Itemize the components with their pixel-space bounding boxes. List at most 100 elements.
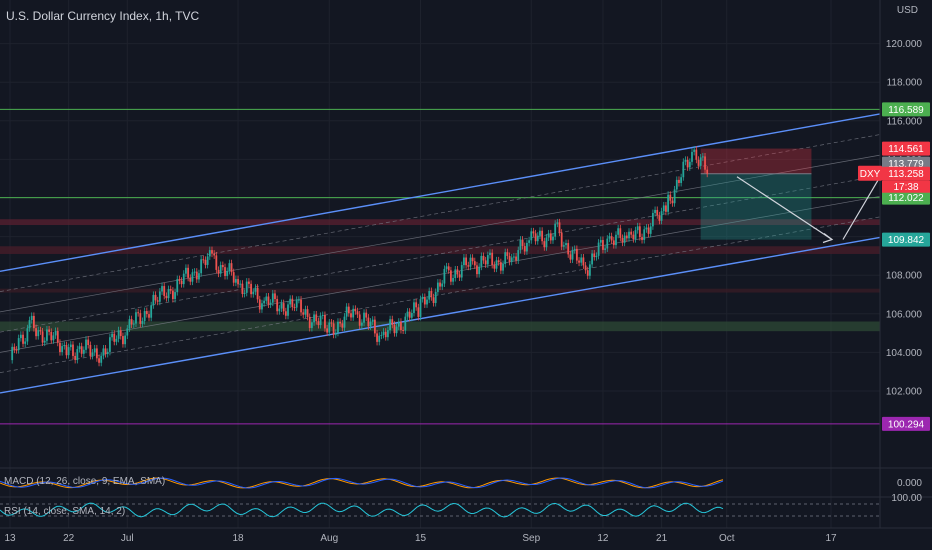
candle-body xyxy=(645,227,648,230)
candle-body xyxy=(154,294,157,301)
candle-body xyxy=(391,319,394,325)
candle-body xyxy=(174,292,176,300)
candle-body xyxy=(656,209,659,216)
candle-body xyxy=(26,328,29,342)
candle-body xyxy=(13,346,16,350)
candle-body xyxy=(651,212,654,227)
candle-body xyxy=(397,321,400,327)
x-tick-label: 21 xyxy=(656,533,668,544)
candle-body xyxy=(447,266,450,271)
candle-body xyxy=(93,348,96,353)
candle-body xyxy=(638,226,641,238)
candle-body xyxy=(571,250,574,260)
candle-body xyxy=(565,243,567,246)
currency-label[interactable]: USD xyxy=(896,5,918,16)
candle-body xyxy=(443,268,446,284)
candle-body xyxy=(512,256,515,258)
candle-body xyxy=(554,223,557,237)
candle-body xyxy=(560,232,563,247)
candle-body xyxy=(419,299,422,317)
channel-inner-line xyxy=(0,175,881,333)
candle-body xyxy=(595,255,598,258)
candle-body xyxy=(467,265,470,267)
countdown-label: 17:38 xyxy=(893,182,918,193)
candle-body xyxy=(432,297,435,304)
candle-body xyxy=(400,321,402,330)
candle-body xyxy=(523,246,526,252)
candle-body xyxy=(684,159,687,162)
symbol-badge xyxy=(858,165,882,181)
candle-body xyxy=(230,263,233,273)
candle-body xyxy=(248,281,250,284)
macd-value: 0.000 xyxy=(897,478,922,489)
candle-body xyxy=(237,279,239,285)
candle-body xyxy=(584,265,587,271)
candle-body xyxy=(371,319,374,322)
rsi-value: 100.00 xyxy=(891,493,922,504)
candle-body xyxy=(39,330,42,332)
candle-body xyxy=(521,239,524,247)
candle-body xyxy=(688,161,691,168)
candle-body xyxy=(24,341,27,344)
candle-body xyxy=(221,265,224,268)
candle-body xyxy=(658,215,661,221)
channel-upper-line xyxy=(0,113,881,273)
candle-body xyxy=(667,194,670,212)
candle-body xyxy=(619,228,622,238)
candle-body xyxy=(50,331,53,341)
x-tick-label: 15 xyxy=(415,533,427,544)
candle-body xyxy=(300,299,302,313)
candle-body xyxy=(282,303,285,312)
candle-body xyxy=(682,161,685,178)
candle-body xyxy=(106,351,109,355)
candle-body xyxy=(643,229,646,241)
candle-body xyxy=(113,333,116,342)
candle-body xyxy=(593,253,596,258)
candle-body xyxy=(217,269,220,274)
candle-body xyxy=(402,329,405,331)
x-tick-label: Sep xyxy=(522,533,540,544)
candle-body xyxy=(365,312,368,318)
candle-body xyxy=(671,200,674,204)
candle-body xyxy=(591,253,593,265)
x-tick-label: Aug xyxy=(320,533,338,544)
candle-body xyxy=(226,270,229,276)
candle-body xyxy=(430,291,433,298)
candle-body xyxy=(541,230,544,242)
candle-body xyxy=(56,330,59,343)
candle-body xyxy=(558,222,561,233)
candle-body xyxy=(59,342,61,353)
candle-body xyxy=(471,257,474,262)
rsi-indicator-label[interactable]: RSI (14, close, SMA, 14, 2) xyxy=(4,506,126,517)
candle-body xyxy=(612,240,615,246)
x-tick-label: 22 xyxy=(63,533,75,544)
candle-body xyxy=(506,252,509,256)
candle-body xyxy=(139,313,142,324)
candle-body xyxy=(647,227,650,234)
channel-inner-line xyxy=(0,154,881,313)
candle-body xyxy=(265,296,268,301)
candle-body xyxy=(274,293,276,300)
candle-body xyxy=(352,308,355,318)
rsi-line xyxy=(0,502,724,518)
candle-body xyxy=(137,312,140,314)
candle-body xyxy=(491,252,494,265)
macd-indicator-label[interactable]: MACD (12, 26, close, 9, EMA, SMA) xyxy=(4,476,166,487)
candle-body xyxy=(37,330,40,337)
candle-body xyxy=(19,334,22,339)
candle-body xyxy=(141,321,144,324)
candle-body xyxy=(367,317,370,327)
price-label-badge xyxy=(882,232,930,247)
candle-body xyxy=(636,226,639,231)
candle-body xyxy=(148,314,150,318)
candle-body xyxy=(143,311,146,322)
candle-body xyxy=(132,323,135,325)
candle-body xyxy=(665,205,667,212)
channel-lower-line xyxy=(0,236,881,394)
candle-body xyxy=(213,253,216,256)
candle-body xyxy=(421,296,424,300)
candle-body xyxy=(178,279,181,281)
candle-body xyxy=(454,269,457,279)
candle-body xyxy=(354,308,357,312)
